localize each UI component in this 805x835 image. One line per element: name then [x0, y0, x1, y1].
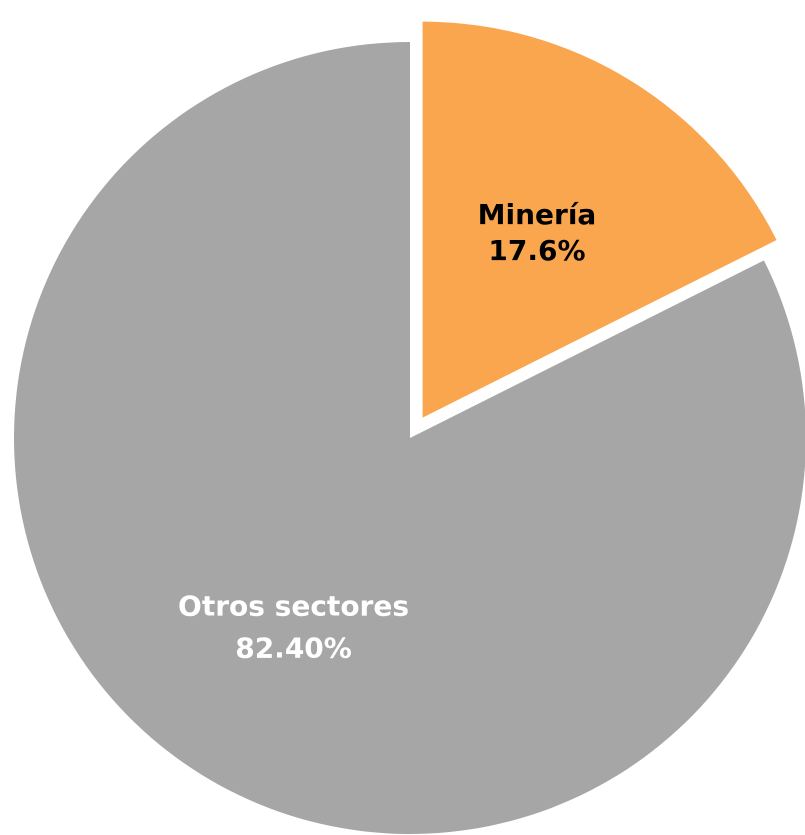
slice-name-label: Otros sectores	[178, 590, 409, 623]
slice-value-label: 17.6%	[488, 234, 585, 267]
pie-slice-otros-sectores	[14, 42, 805, 834]
slice-name-label: Minería	[478, 198, 597, 231]
pie-slice-mineria	[422, 21, 777, 418]
slice-value-label: 82.40%	[235, 632, 352, 665]
